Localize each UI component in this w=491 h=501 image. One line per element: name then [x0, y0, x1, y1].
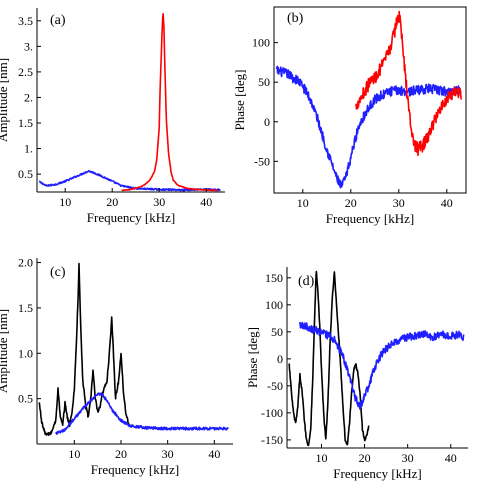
- y-tick-label: 100: [252, 36, 270, 50]
- series-line-1: [38, 170, 221, 192]
- y-tick-label: 50: [258, 75, 270, 89]
- panel-label: (d): [298, 274, 315, 289]
- panel-label: (a): [50, 13, 66, 28]
- x-tick-label: 30: [153, 195, 165, 209]
- y-tick-label: 2.5: [18, 65, 33, 79]
- series-line-1: [288, 270, 370, 447]
- y-tick-label: -50: [267, 379, 283, 393]
- x-tick-label: 30: [402, 451, 414, 465]
- y-tick-label: 100: [265, 298, 283, 312]
- panel-a: 10 20 30 40 0.5 1. 1.5 2. 2.5 3. 3.5 Frequency [kHz…: [0, 8, 225, 225]
- panel-label: (c): [50, 265, 66, 280]
- x-tick-label: 20: [345, 196, 357, 210]
- series-line-2: [355, 10, 462, 157]
- x-tick-label: 40: [208, 447, 220, 461]
- series-line-2: [121, 13, 219, 192]
- x-axis-label: Frequency [kHz]: [333, 466, 421, 481]
- y-tick-label: -150: [261, 433, 283, 447]
- x-tick-label: 10: [68, 447, 80, 461]
- panel-b: 10 20 30 40 -50 0 50 100 Frequency [kHz] Phase [d…: [232, 6, 467, 226]
- x-tick-label: 30: [393, 196, 405, 210]
- y-tick-label: 1.0: [18, 346, 33, 360]
- x-axis-label: Frequency [kHz]: [87, 210, 175, 225]
- x-tick-label: 40: [441, 196, 453, 210]
- panel-label: (b): [287, 11, 304, 26]
- y-tick-label: 3.: [24, 39, 33, 53]
- plot-frame: [273, 6, 467, 194]
- y-tick-label: 0: [264, 115, 270, 129]
- x-tick-label: 20: [359, 451, 371, 465]
- x-tick-label: 10: [297, 196, 309, 210]
- x-tick-label: 20: [115, 447, 127, 461]
- series-line-2: [299, 321, 465, 410]
- y-tick-label: 1.: [24, 142, 33, 156]
- y-tick-label: 50: [271, 325, 283, 339]
- panel-d: 10 20 30 40 -150 -100 -50 0 50 100 150 Frequency [k…: [245, 267, 468, 481]
- y-tick-label: 0: [277, 352, 283, 366]
- x-axis-label: Frequency [kHz]: [326, 211, 414, 226]
- x-tick-label: 10: [315, 451, 327, 465]
- panel-c: 10 20 30 40 0.5 1.0 1.5 2.0 Frequency [kHz] Ampli…: [0, 256, 233, 477]
- y-tick-label: 0.5: [18, 167, 33, 181]
- y-tick-label: -100: [261, 406, 283, 420]
- x-tick-label: 40: [200, 195, 212, 209]
- y-tick-label: 2.: [24, 90, 33, 104]
- y-axis-label: Amplitude [nm]: [0, 309, 10, 393]
- y-axis-label: Phase [deg]: [245, 327, 260, 388]
- x-tick-label: 10: [59, 195, 71, 209]
- x-axis-label: Frequency [kHz]: [91, 462, 179, 477]
- y-tick-label: 0.5: [18, 392, 33, 406]
- series-line-1: [38, 262, 131, 436]
- y-tick-label: 150: [265, 271, 283, 285]
- y-tick-label: -50: [254, 154, 270, 168]
- x-tick-label: 20: [106, 195, 118, 209]
- y-tick-label: 1.5: [18, 301, 33, 315]
- x-tick-label: 40: [445, 451, 457, 465]
- series-line-2: [54, 392, 229, 435]
- y-tick-label: 1.5: [18, 116, 33, 130]
- y-tick-label: 3.5: [18, 14, 33, 28]
- y-axis-label: Phase [deg]: [232, 69, 247, 130]
- series-line-1: [275, 65, 462, 189]
- x-tick-label: 30: [162, 447, 174, 461]
- y-tick-label: 2.0: [18, 256, 33, 270]
- y-axis-label: Amplitude [nm]: [0, 58, 10, 142]
